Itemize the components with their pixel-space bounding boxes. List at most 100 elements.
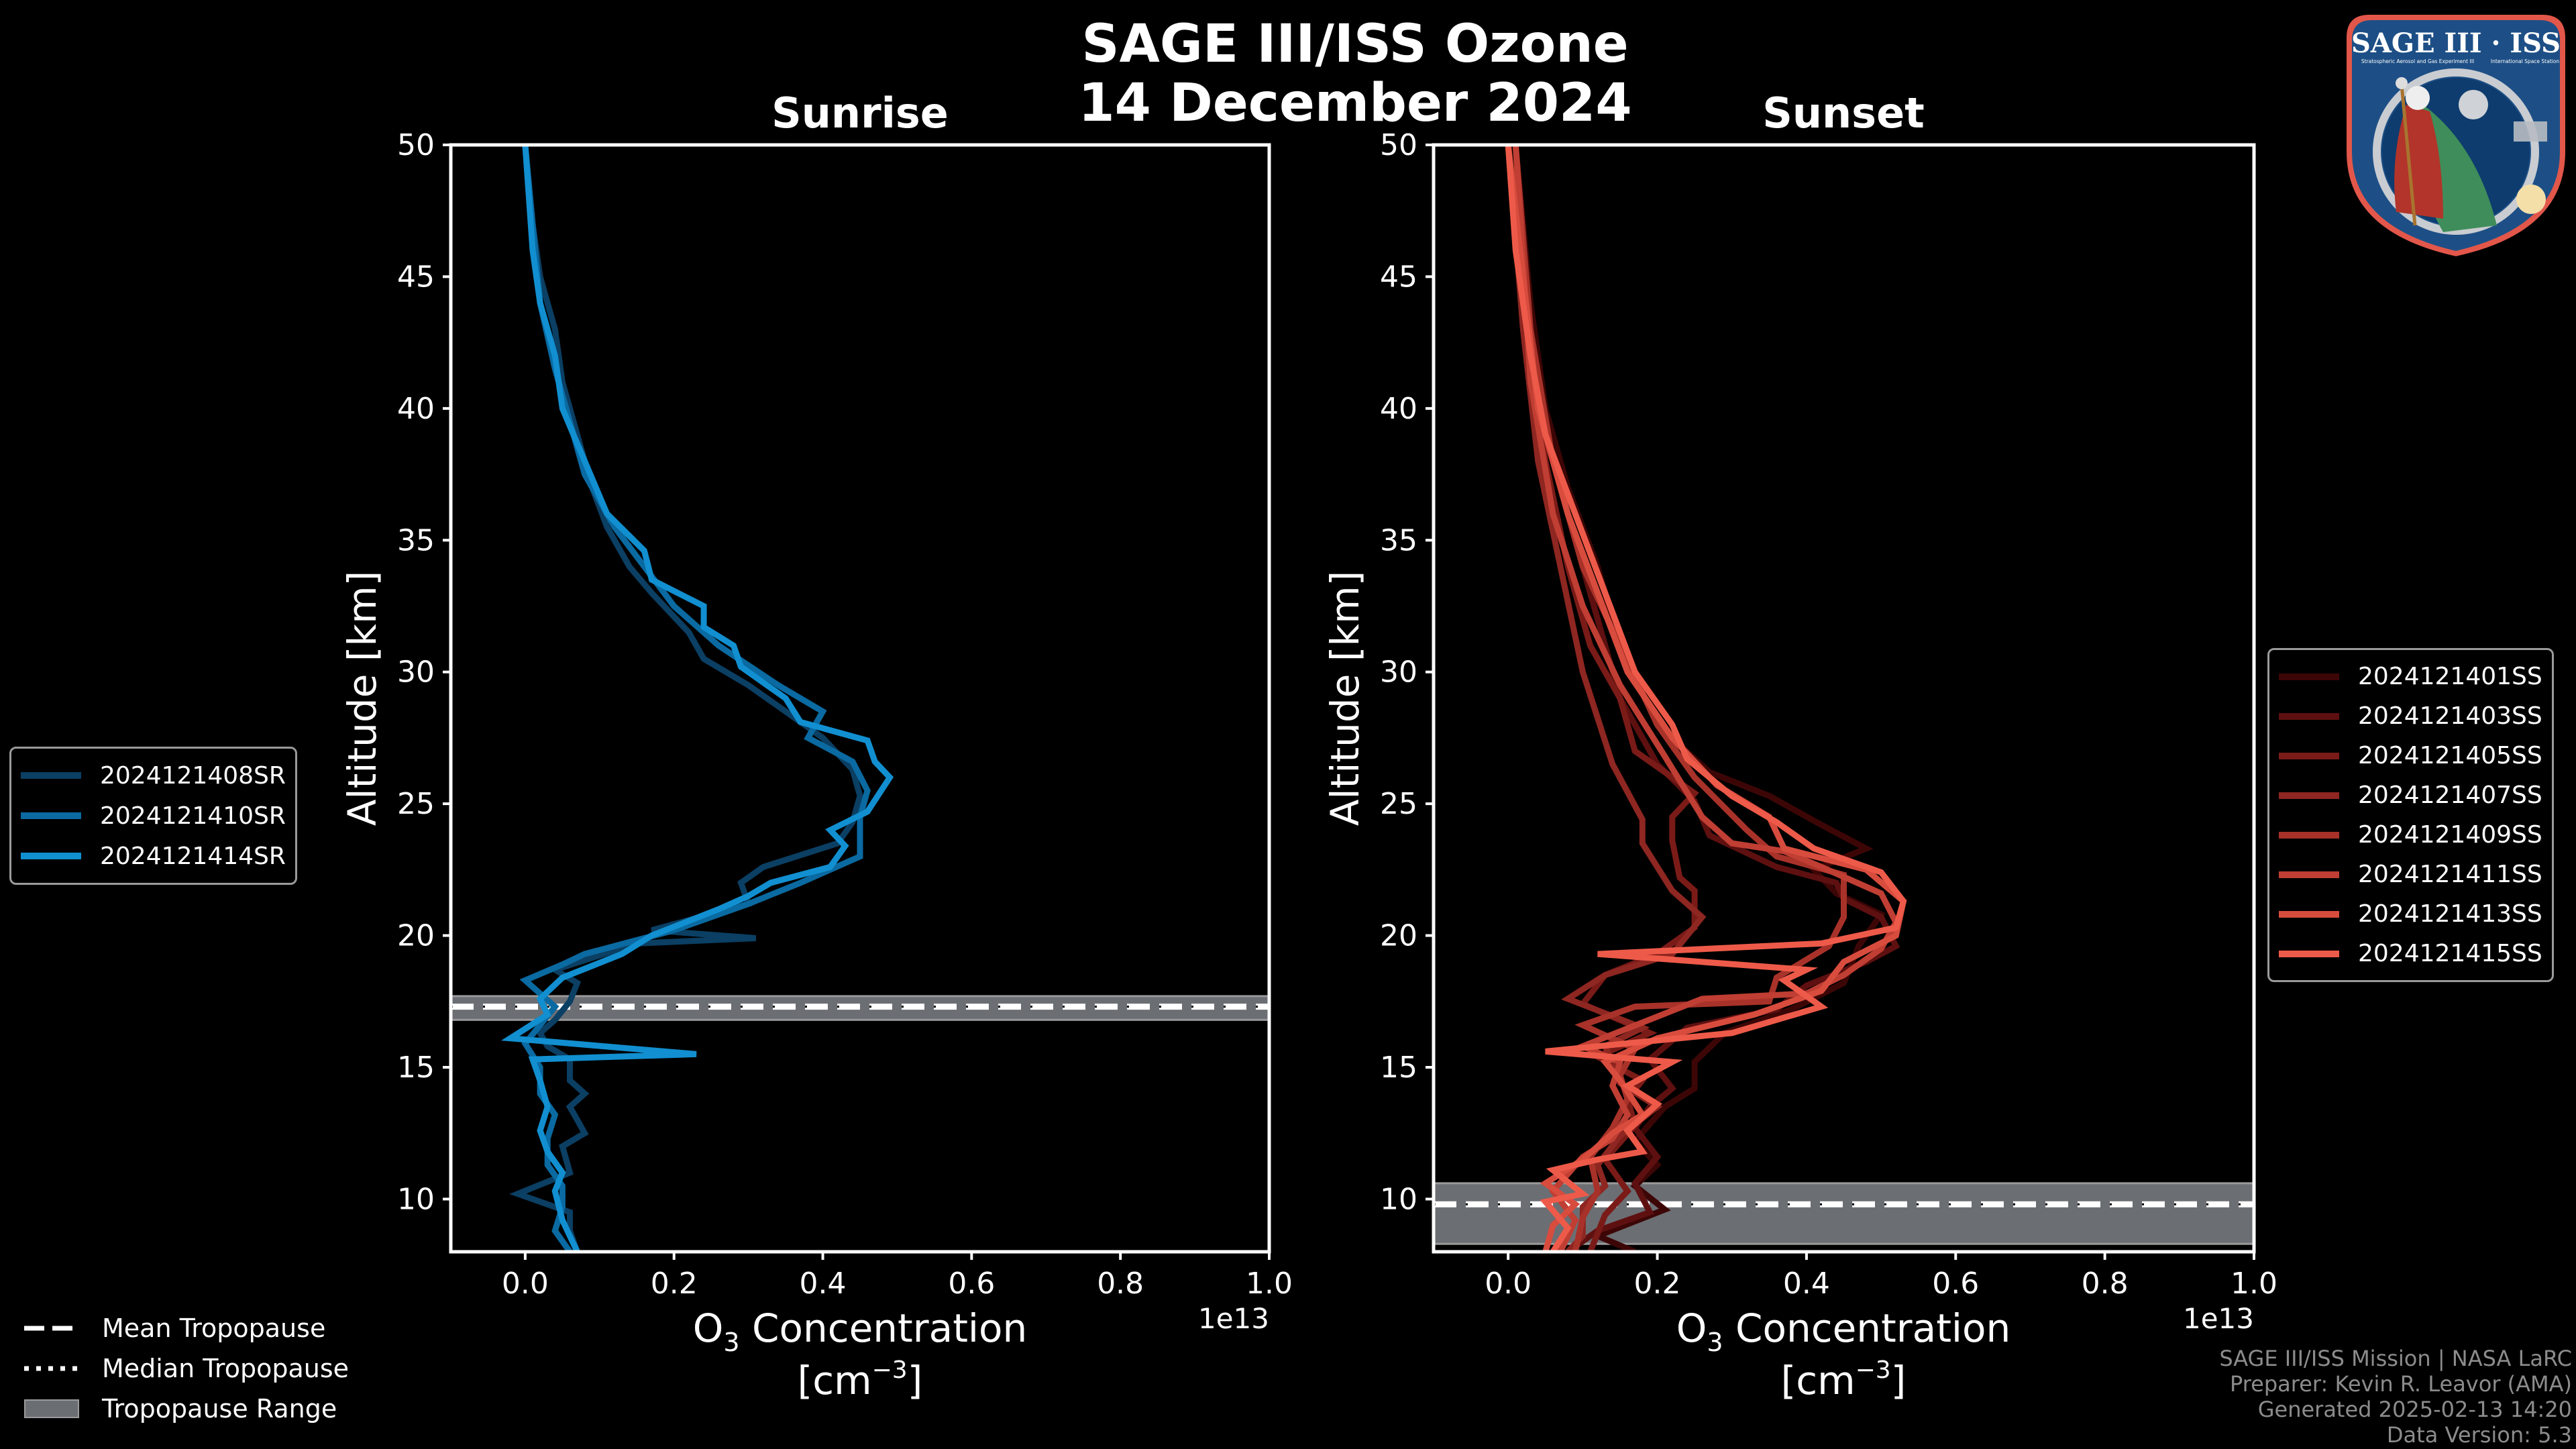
sunrise-y-tick-label: 50: [397, 128, 435, 162]
legend-label: 2024121414SR: [100, 842, 286, 870]
title-line-2: 14 December 2024: [1078, 73, 1632, 133]
credits-preparer: Preparer: Kevin R. Leavor (AMA): [2229, 1371, 2572, 1397]
sunset-series: [1505, 145, 1907, 1252]
legend-item: 2024121411SS: [2279, 855, 2542, 894]
sunset-x-tick-label: 1.0: [2231, 1267, 2277, 1301]
legend-label: 2024121408SR: [100, 761, 286, 790]
legend-swatch: [2279, 831, 2339, 839]
legend-item: 2024121410SR: [21, 796, 286, 836]
sunrise-y-tick-label: 10: [397, 1182, 435, 1216]
sunrise-x-tick-label: 0.4: [800, 1267, 847, 1301]
sunset-y-tick-label: 50: [1380, 128, 1417, 162]
sage-iii-iss-mission-patch-logo: SAGE III · ISS Stratospheric Aerosol and…: [2347, 15, 2565, 256]
legend-swatch: [2279, 871, 2339, 878]
legend-label: Median Tropopause: [102, 1354, 349, 1383]
sunrise-y-tick-label: 25: [397, 787, 435, 821]
sunrise-x-offset-label: 1e13: [1198, 1302, 1269, 1335]
sunrise-y-tick-label: 40: [397, 392, 435, 426]
sunrise-x-axis-label: O3 Concentration: [693, 1305, 1028, 1357]
legend-swatch: [21, 853, 81, 859]
sunrise-x-tick-label: 0.2: [651, 1267, 698, 1301]
sunrise-x-tick-label: 0.0: [502, 1267, 549, 1301]
sunset-axes-frame: [1432, 143, 2256, 1254]
legend-label: 2024121410SR: [100, 802, 286, 830]
legend-label: 2024121415SS: [2358, 940, 2542, 967]
sunset-y-tick-label: 20: [1380, 919, 1417, 953]
legend-item: 2024121403SS: [2279, 696, 2542, 736]
legend-swatch: [2279, 712, 2339, 720]
sunset-x-tick-label: 0.4: [1783, 1267, 1830, 1301]
sunrise-series: [501, 145, 894, 1252]
sunset-series-line-2024121407SS: [1505, 145, 1707, 1252]
sunset-x-unit-label: [cm−3]: [1781, 1356, 1907, 1403]
sunset-x-ticks: 0.0 0.2 0.4 0.6 0.8 1.0: [1485, 1252, 2277, 1301]
legend-label: 2024121409SS: [2358, 821, 2542, 849]
sunset-x-tick-label: 0.0: [1485, 1267, 1532, 1301]
legend-label: 2024121413SS: [2358, 900, 2542, 928]
legend-item: 2024121409SS: [2279, 815, 2542, 855]
title-line-1: SAGE III/ISS Ozone: [1081, 14, 1629, 74]
tropopause-legend: Mean Tropopause Median Tropopause Tropop…: [24, 1308, 349, 1429]
legend-label: Mean Tropopause: [102, 1313, 326, 1343]
sunrise-series-line-2024121408SR: [509, 145, 863, 1252]
logo-subtitle-right: International Space Station: [2491, 58, 2559, 64]
dashed-line-icon: [24, 1326, 79, 1331]
sunset-y-tick-label: 40: [1380, 392, 1417, 426]
logo-subtitle-left: Stratospheric Aerosol and Gas Experiment…: [2361, 58, 2474, 64]
legend-swatch: [2279, 950, 2339, 957]
credits-generated: Generated 2025-02-13 14:20: [2257, 1397, 2572, 1422]
sunset-y-axis-label: Altitude [km]: [1322, 571, 1368, 826]
sunset-y-ticks: 10 15 20 25 30 35 40 45 50: [1380, 128, 1434, 1216]
gray-box-icon: [24, 1399, 79, 1418]
sunset-legend: 2024121401SS 2024121403SS 2024121405SS 2…: [2267, 648, 2554, 982]
legend-label: 2024121407SS: [2358, 782, 2542, 809]
sunset-title: Sunset: [1762, 89, 1925, 138]
legend-label: 2024121411SS: [2358, 861, 2542, 888]
sunrise-y-tick-label: 20: [397, 919, 435, 953]
sunrise-x-ticks: 0.0 0.2 0.4 0.6 0.8 1.0: [502, 1252, 1293, 1301]
sunset-series-line-2024121409SS: [1512, 145, 1847, 1252]
sunset-x-offset-label: 1e13: [2183, 1302, 2254, 1335]
sunset-y-tick-label: 30: [1380, 655, 1417, 690]
legend-item: 2024121408SR: [21, 755, 286, 796]
legend-label: 2024121401SS: [2358, 663, 2542, 690]
sunrise-axes-frame: [449, 143, 1271, 1254]
sunset-series-line-2024121401SS: [1512, 145, 1886, 1252]
sunset-y-tick-label: 45: [1380, 260, 1417, 294]
credits-data-version: Data Version: 5.3: [2386, 1422, 2572, 1448]
legend-swatch: [21, 772, 81, 779]
legend-item: 2024121415SS: [2279, 934, 2542, 973]
sunrise-series-line-2024121414SR: [501, 145, 894, 1252]
sunset-y-tick-label: 10: [1380, 1182, 1417, 1216]
sunrise-x-unit-label: [cm−3]: [798, 1356, 923, 1403]
legend-label: 2024121405SS: [2358, 742, 2542, 769]
legend-label: Tropopause Range: [102, 1394, 337, 1424]
legend-swatch: [21, 812, 81, 819]
sunset-series-line-2024121415SS: [1505, 145, 1907, 1252]
sunset-x-tick-label: 0.8: [2082, 1267, 2129, 1301]
legend-item-mean-tropopause: Mean Tropopause: [24, 1308, 349, 1348]
legend-item: 2024121407SS: [2279, 775, 2542, 815]
sunset-series-line-2024121413SS: [1505, 145, 1907, 1252]
sunset-x-tick-label: 0.2: [1634, 1267, 1681, 1301]
sunrise-title: Sunrise: [771, 89, 949, 138]
sunset-series-line-2024121403SS: [1505, 145, 1900, 1252]
sunrise-y-tick-label: 45: [397, 260, 435, 294]
legend-item-median-tropopause: Median Tropopause: [24, 1348, 349, 1389]
sunrise-y-ticks: 10 15 20 25 30 35 40 45 50: [397, 128, 451, 1216]
legend-label: 2024121403SS: [2358, 702, 2542, 730]
dotted-line-icon: [24, 1366, 79, 1371]
sunrise-y-tick-label: 35: [397, 523, 435, 557]
sunrise-tropopause: [449, 995, 1271, 1021]
legend-swatch: [2279, 792, 2339, 799]
sunset-y-tick-label: 35: [1380, 523, 1417, 557]
legend-swatch: [2279, 673, 2339, 680]
legend-swatch: [2279, 752, 2339, 759]
legend-swatch: [2279, 910, 2339, 918]
sunrise-x-tick-label: 0.6: [948, 1267, 995, 1301]
sunset-x-axis-label: O3 Concentration: [1676, 1305, 2011, 1357]
sunset-series-line-2024121411SS: [1512, 145, 1900, 1252]
figure-title: SAGE III/ISS Ozone 14 December 2024: [953, 15, 1758, 133]
sunrise-x-tick-label: 1.0: [1246, 1267, 1293, 1301]
